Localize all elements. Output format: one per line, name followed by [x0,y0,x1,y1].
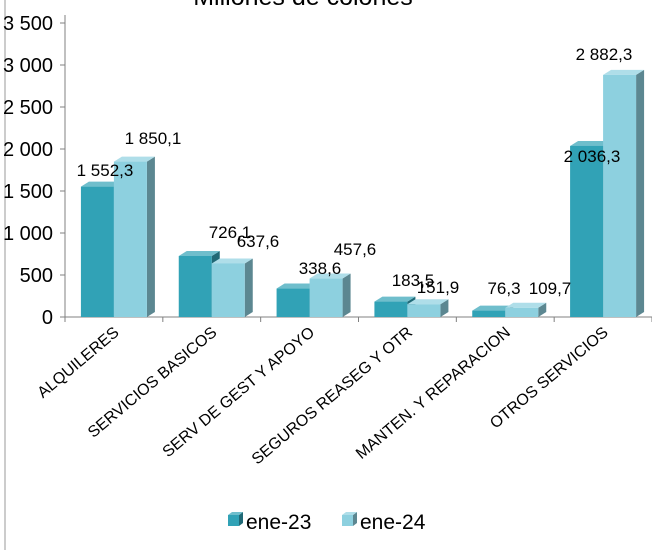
data-label-ene-23-1: 726,1 [209,223,252,242]
legend-label: ene-24 [360,511,426,534]
y-tick-label: 1 500 [3,181,53,203]
legend-label: ene-23 [246,511,311,534]
y-tick-label: 3 500 [3,13,53,35]
x-tick-label: MANTEN. Y REPARACION [353,324,514,463]
x-tick-label: SEGUROS REASEG Y OTR [249,324,416,468]
legend-item-ene-23: ene-23 [228,511,311,534]
data-label-ene-23-0: 1 552,3 [77,161,134,180]
data-label-ene-24-2: 457,6 [334,240,377,259]
legend-swatch [342,515,353,526]
y-tick-label: 3 000 [3,55,53,77]
data-label-ene-24-5: 2 882,3 [576,45,633,64]
y-tick-label: 2 500 [3,97,53,119]
data-label-ene-23-3: 183,5 [392,271,435,290]
data-label-ene-23-5: 2 036,3 [564,147,621,166]
legend-swatch [228,515,239,526]
data-label-ene-24-3: 151,9 [417,278,460,297]
data-label-ene-23-2: 338,6 [299,259,342,278]
data-label-ene-24-4: 109,7 [529,279,572,298]
data-label-ene-23-4: 76,3 [487,279,520,298]
bar-ene-24-4 [505,302,547,317]
bar-ene-24-5 [603,69,645,317]
data-label-ene-24-0: 1 850,1 [125,129,182,148]
legend-item-ene-24: ene-24 [342,511,426,534]
data-label-ene-24-1: 637,6 [237,232,280,251]
bar-ene-24-2 [309,273,351,317]
chart-title: Millones de colones [193,0,413,11]
bar-ene-24-1 [211,258,253,317]
bar-ene-24-3 [407,299,449,317]
y-tick-label: 1 000 [3,223,53,245]
y-tick-label: 500 [20,265,53,287]
y-tick-label: 2 000 [3,139,53,161]
y-tick-label: 0 [42,307,53,329]
x-tick-label: ALQUILERES [35,324,123,402]
bar-ene-24-0 [113,156,155,317]
